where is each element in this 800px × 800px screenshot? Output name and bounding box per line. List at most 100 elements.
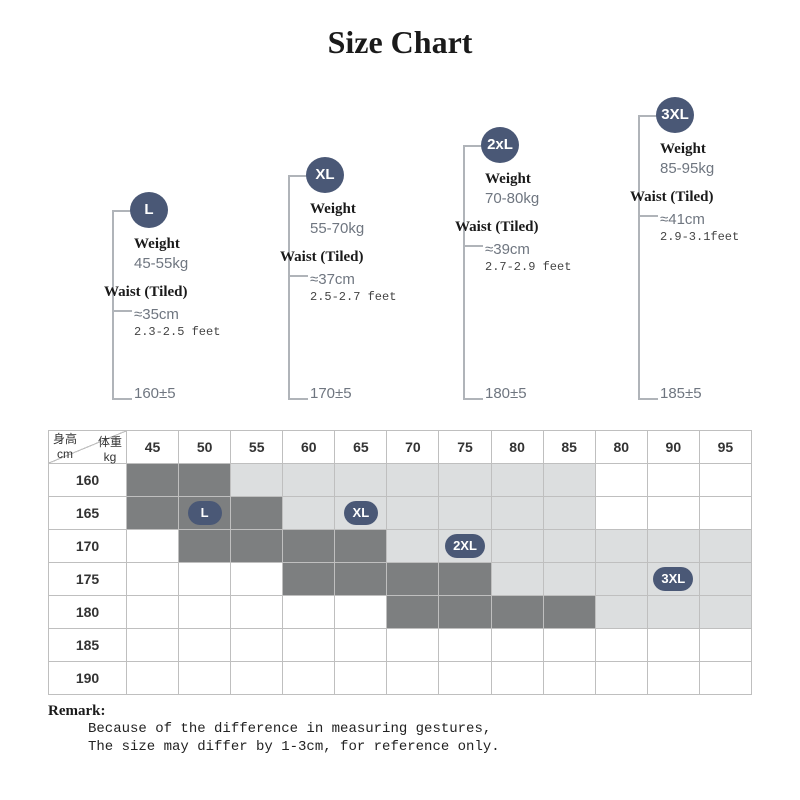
- grid-cell: [491, 530, 543, 563]
- grid-cell: [179, 464, 231, 497]
- remark-title: Remark:: [48, 703, 752, 720]
- grid-corner: 体重kg身高cm: [49, 431, 127, 464]
- grid-chip-xl: XL: [344, 501, 378, 525]
- remark-line-1: Because of the difference in measuring g…: [88, 720, 752, 738]
- waist-feet: 2.7-2.9 feet: [485, 260, 635, 274]
- grid-chip-2xl: 2XL: [445, 534, 485, 558]
- grid-cell: [335, 629, 387, 662]
- grid-chip-3xl: 3XL: [653, 567, 693, 591]
- waist-label: Waist (Tiled): [280, 249, 430, 266]
- grid-cell: [231, 662, 283, 695]
- weight-col-70: 70: [387, 431, 439, 464]
- weight-col-50: 50: [179, 431, 231, 464]
- grid-cell: [699, 530, 751, 563]
- grid-cell: [699, 596, 751, 629]
- grid-cell: [387, 464, 439, 497]
- weight-col-95: 95: [699, 431, 751, 464]
- grid-cell: [491, 596, 543, 629]
- grid-cell: [491, 629, 543, 662]
- grid-cell: [439, 596, 491, 629]
- grid-cell: [491, 563, 543, 596]
- grid-cell: [699, 563, 751, 596]
- waist-cm: ≈37cm: [310, 271, 460, 288]
- weight-col-55: 55: [231, 431, 283, 464]
- grid-cell: [335, 596, 387, 629]
- grid-cell: [335, 563, 387, 596]
- remark-line-2: The size may differ by 1-3cm, for refere…: [88, 738, 752, 756]
- grid-cell: [283, 497, 335, 530]
- grid-cell: [647, 662, 699, 695]
- grid-cell: [439, 629, 491, 662]
- grid-cell: [387, 629, 439, 662]
- weight-value: 85-95kg: [660, 160, 800, 177]
- grid-cell: [595, 563, 647, 596]
- height-base: 185±5: [660, 385, 702, 402]
- size-bar-2xl: 2xLWeight70-80kgWaist (Tiled)≈39cm2.7-2.…: [463, 145, 633, 400]
- grid-cell: [127, 563, 179, 596]
- grid-cell: [283, 629, 335, 662]
- grid-cell: [179, 596, 231, 629]
- height-row-165: 165: [49, 497, 127, 530]
- weight-label: Weight: [660, 141, 800, 158]
- weight-label: Weight: [134, 236, 284, 253]
- size-badge-xl: XL: [306, 157, 344, 193]
- height-base: 160±5: [134, 385, 176, 402]
- grid-cell: [543, 596, 595, 629]
- grid-cell: [179, 629, 231, 662]
- grid-cell: [595, 662, 647, 695]
- weight-col-45: 45: [127, 431, 179, 464]
- size-bar-xl: XLWeight55-70kgWaist (Tiled)≈37cm2.5-2.7…: [288, 175, 458, 400]
- height-row-190: 190: [49, 662, 127, 695]
- size-grid-wrap: 体重kg身高cm455055606570758085809095160165LX…: [48, 430, 752, 756]
- grid-cell: [543, 497, 595, 530]
- grid-cell: [127, 530, 179, 563]
- grid-cell: [647, 464, 699, 497]
- grid-cell: 3XL: [647, 563, 699, 596]
- grid-cell: [231, 563, 283, 596]
- grid-cell: [543, 563, 595, 596]
- grid-cell: [647, 596, 699, 629]
- grid-cell: [647, 497, 699, 530]
- grid-cell: [595, 629, 647, 662]
- grid-cell: [699, 662, 751, 695]
- weight-value: 45-55kg: [134, 255, 284, 272]
- grid-cell: [231, 497, 283, 530]
- weight-col-80: 80: [491, 431, 543, 464]
- grid-cell: [387, 662, 439, 695]
- grid-cell: L: [179, 497, 231, 530]
- grid-cell: [491, 497, 543, 530]
- weight-col-80: 80: [595, 431, 647, 464]
- height-row-185: 185: [49, 629, 127, 662]
- size-bar-3xl: 3XLWeight85-95kgWaist (Tiled)≈41cm2.9-3.…: [638, 115, 800, 400]
- size-badge-2xl: 2xL: [481, 127, 519, 163]
- height-row-170: 170: [49, 530, 127, 563]
- grid-cell: [543, 629, 595, 662]
- grid-cell: [283, 464, 335, 497]
- grid-cell: [231, 530, 283, 563]
- height-row-180: 180: [49, 596, 127, 629]
- weight-col-60: 60: [283, 431, 335, 464]
- grid-cell: [283, 596, 335, 629]
- grid-cell: [595, 596, 647, 629]
- page-title: Size Chart: [0, 0, 800, 61]
- weight-label: Weight: [485, 171, 635, 188]
- grid-cell: [127, 464, 179, 497]
- waist-label: Waist (Tiled): [630, 189, 780, 206]
- waist-cm: ≈35cm: [134, 306, 284, 323]
- grid-cell: [439, 464, 491, 497]
- grid-cell: [647, 629, 699, 662]
- weight-col-75: 75: [439, 431, 491, 464]
- weight-value: 55-70kg: [310, 220, 460, 237]
- grid-cell: [647, 530, 699, 563]
- height-base: 170±5: [310, 385, 352, 402]
- size-badge-3xl: 3XL: [656, 97, 694, 133]
- grid-cell: [179, 662, 231, 695]
- grid-cell: 2XL: [439, 530, 491, 563]
- waist-label: Waist (Tiled): [455, 219, 605, 236]
- grid-cell: [335, 464, 387, 497]
- weight-col-65: 65: [335, 431, 387, 464]
- grid-cell: [127, 497, 179, 530]
- grid-cell: [699, 464, 751, 497]
- height-row-160: 160: [49, 464, 127, 497]
- grid-cell: [387, 563, 439, 596]
